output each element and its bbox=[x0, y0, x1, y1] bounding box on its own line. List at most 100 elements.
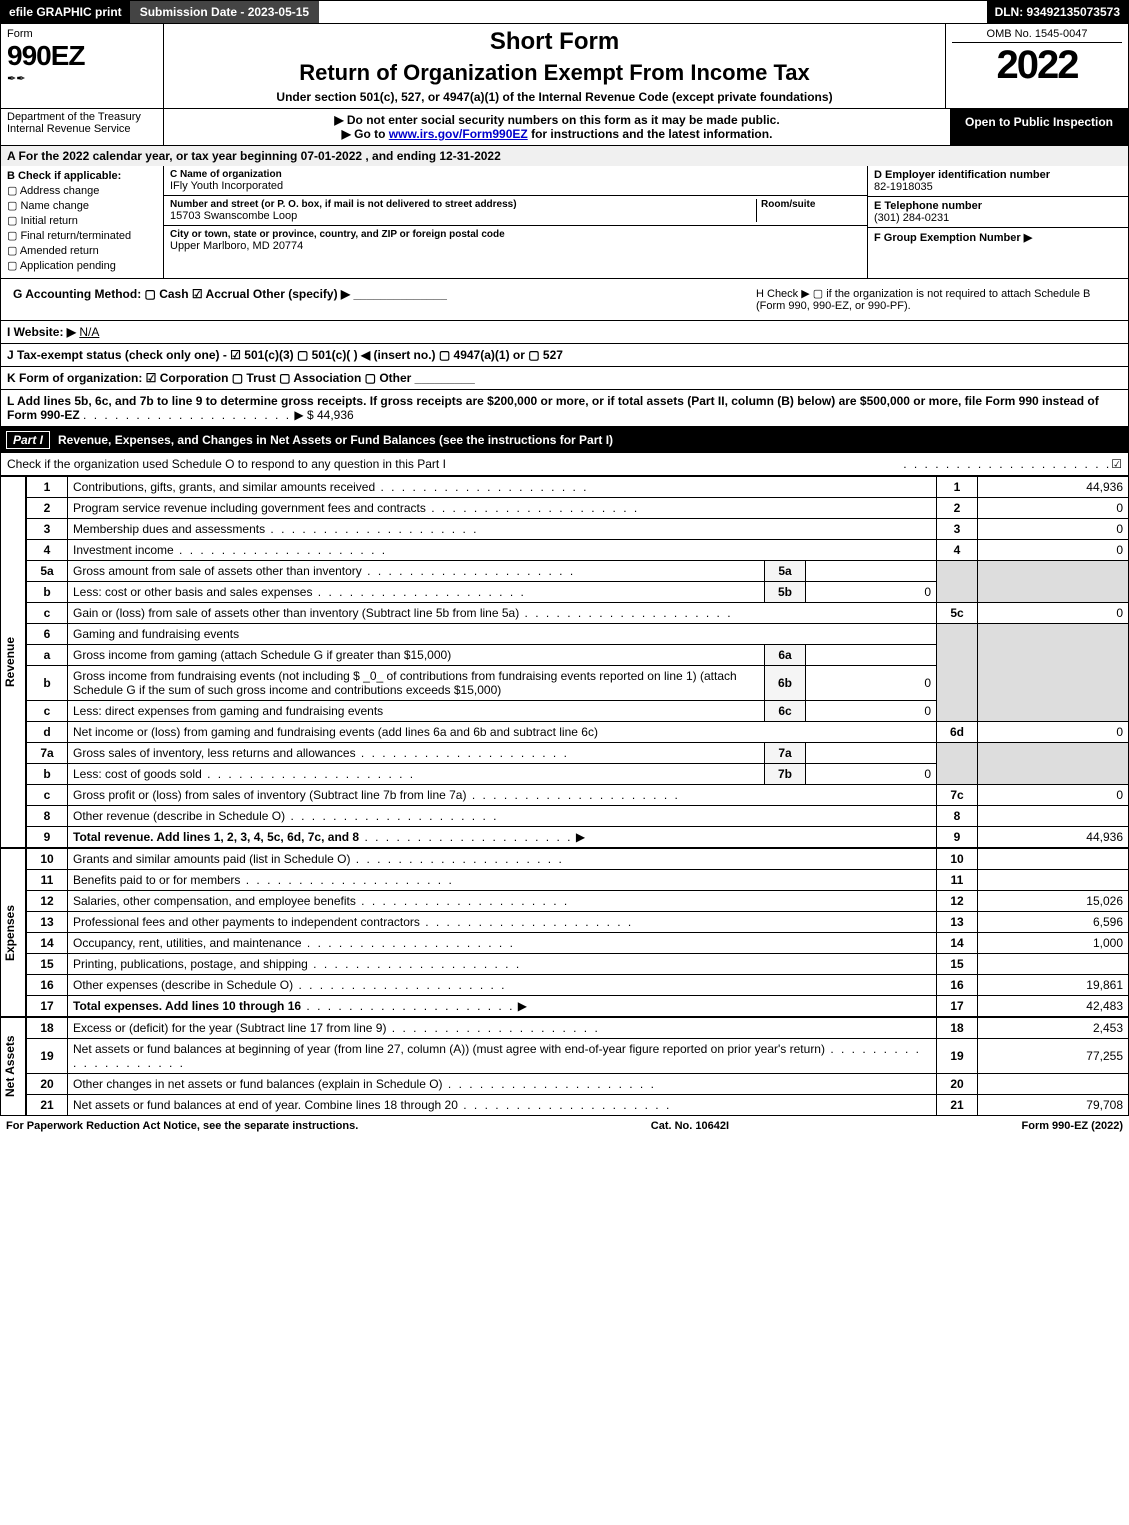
note-ssn: ▶ Do not enter social security numbers o… bbox=[168, 113, 946, 127]
c-city-box: City or town, state or province, country… bbox=[164, 226, 867, 255]
line-10: 10Grants and similar amounts paid (list … bbox=[27, 849, 1129, 870]
revenue-table: 1 Contributions, gifts, grants, and simi… bbox=[26, 476, 1129, 848]
l-value: 44,936 bbox=[317, 408, 354, 422]
expenses-section: Expenses 10Grants and similar amounts pa… bbox=[0, 848, 1129, 1017]
form-title-block: Short Form Return of Organization Exempt… bbox=[164, 24, 945, 108]
line-1: 1 Contributions, gifts, grants, and simi… bbox=[27, 477, 1129, 498]
revenue-vlabel: Revenue bbox=[1, 476, 26, 848]
dept-treasury: Department of the Treasury bbox=[7, 111, 157, 123]
line-3: 3 Membership dues and assessments 3 0 bbox=[27, 519, 1129, 540]
short-form-label: Short Form bbox=[170, 28, 939, 56]
chk-initial-return[interactable]: Initial return bbox=[7, 214, 157, 227]
row-i-website: I Website: ▶ N/A bbox=[0, 321, 1129, 344]
tax-year: 2022 bbox=[952, 43, 1122, 88]
column-c: C Name of organization IFly Youth Incorp… bbox=[164, 166, 867, 278]
line-13: 13Professional fees and other payments t… bbox=[27, 912, 1129, 933]
part-i-header: Part I Revenue, Expenses, and Changes in… bbox=[0, 427, 1129, 453]
row-a-tax-year: A For the 2022 calendar year, or tax yea… bbox=[0, 146, 1129, 166]
dln: DLN: 93492135073573 bbox=[987, 1, 1128, 23]
expenses-table: 10Grants and similar amounts paid (list … bbox=[26, 848, 1129, 1017]
part-i-subrow: Check if the organization used Schedule … bbox=[0, 453, 1129, 476]
row-j-status: J Tax-exempt status (check only one) - ☑… bbox=[0, 344, 1129, 367]
footer-left: For Paperwork Reduction Act Notice, see … bbox=[6, 1120, 358, 1132]
line-17: 17Total expenses. Add lines 10 through 1… bbox=[27, 996, 1129, 1017]
omb-number: OMB No. 1545-0047 bbox=[952, 28, 1122, 43]
irs-link[interactable]: www.irs.gov/Form990EZ bbox=[389, 127, 528, 141]
c-city-hdr: City or town, state or province, country… bbox=[170, 229, 861, 240]
line-20: 20Other changes in net assets or fund ba… bbox=[27, 1074, 1129, 1095]
row-l-gross-receipts: L Add lines 5b, 6c, and 7b to line 9 to … bbox=[0, 390, 1129, 427]
line-2: 2 Program service revenue including gove… bbox=[27, 498, 1129, 519]
chk-address-change[interactable]: Address change bbox=[7, 184, 157, 197]
open-inspection: Open to Public Inspection bbox=[950, 109, 1128, 145]
irs-label: Internal Revenue Service bbox=[7, 123, 157, 135]
form-year-block: OMB No. 1545-0047 2022 bbox=[945, 24, 1128, 108]
footer-right: Form 990-EZ (2022) bbox=[1022, 1120, 1123, 1132]
c-street-hdr: Number and street (or P. O. box, if mail… bbox=[170, 199, 756, 210]
revenue-section: Revenue 1 Contributions, gifts, grants, … bbox=[0, 476, 1129, 848]
page-footer: For Paperwork Reduction Act Notice, see … bbox=[0, 1116, 1129, 1136]
g-accounting: G Accounting Method: ▢ Cash ☑ Accrual Ot… bbox=[7, 283, 750, 316]
org-street: 15703 Swanscombe Loop bbox=[170, 210, 756, 222]
expenses-vlabel: Expenses bbox=[1, 848, 26, 1017]
f-group-box: F Group Exemption Number ▶ bbox=[868, 228, 1128, 247]
dept-block: Department of the Treasury Internal Reve… bbox=[1, 109, 164, 145]
net-assets-section: Net Assets 18Excess or (deficit) for the… bbox=[0, 1017, 1129, 1116]
part-i-sub: Check if the organization used Schedule … bbox=[7, 457, 903, 471]
chk-name-change[interactable]: Name change bbox=[7, 199, 157, 212]
c-room-hdr: Room/suite bbox=[761, 199, 861, 210]
d-ein-box: D Employer identification number 82-1918… bbox=[868, 166, 1128, 197]
line-6: 6 Gaming and fundraising events bbox=[27, 624, 1129, 645]
chk-amended-return[interactable]: Amended return bbox=[7, 244, 157, 257]
e-phone-box: E Telephone number (301) 284-0231 bbox=[868, 197, 1128, 228]
line-5c: c Gain or (loss) from sale of assets oth… bbox=[27, 603, 1129, 624]
f-hdr: F Group Exemption Number ▶ bbox=[874, 232, 1032, 244]
c-name-box: C Name of organization IFly Youth Incorp… bbox=[164, 166, 867, 196]
row-k-form-org: K Form of organization: ☑ Corporation ▢ … bbox=[0, 367, 1129, 390]
note-link: ▶ Go to www.irs.gov/Form990EZ for instru… bbox=[168, 127, 946, 141]
chk-application-pending[interactable]: Application pending bbox=[7, 259, 157, 272]
part-i-check[interactable]: ☑ bbox=[1111, 457, 1122, 471]
line-16: 16Other expenses (describe in Schedule O… bbox=[27, 975, 1129, 996]
e-hdr: E Telephone number bbox=[874, 200, 1122, 212]
line-15: 15Printing, publications, postage, and s… bbox=[27, 954, 1129, 975]
banner-row: Department of the Treasury Internal Reve… bbox=[0, 109, 1129, 146]
form-number: 990EZ bbox=[7, 40, 157, 72]
line-5a: 5a Gross amount from sale of assets othe… bbox=[27, 561, 1129, 582]
section-b-c-d: B Check if applicable: Address change Na… bbox=[0, 166, 1129, 279]
pen-icon: ✒✒ bbox=[7, 72, 157, 85]
submission-date: Submission Date - 2023-05-15 bbox=[130, 1, 319, 23]
line-21: 21Net assets or fund balances at end of … bbox=[27, 1095, 1129, 1116]
net-assets-table: 18Excess or (deficit) for the year (Subt… bbox=[26, 1017, 1129, 1116]
l-arrow: ▶ $ bbox=[294, 408, 313, 422]
c-street-box: Number and street (or P. O. box, if mail… bbox=[164, 196, 867, 226]
column-b: B Check if applicable: Address change Na… bbox=[1, 166, 164, 278]
topbar: efile GRAPHIC print Submission Date - 20… bbox=[0, 0, 1129, 24]
d-hdr: D Employer identification number bbox=[874, 169, 1122, 181]
line-14: 14Occupancy, rent, utilities, and mainte… bbox=[27, 933, 1129, 954]
form-label: Form bbox=[7, 28, 157, 40]
b-heading: B Check if applicable: bbox=[7, 170, 157, 182]
phone-value: (301) 284-0231 bbox=[874, 212, 1122, 224]
line-7c: c Gross profit or (loss) from sales of i… bbox=[27, 785, 1129, 806]
line-6d: d Net income or (loss) from gaming and f… bbox=[27, 722, 1129, 743]
chk-final-return[interactable]: Final return/terminated bbox=[7, 229, 157, 242]
efile-graphic-print[interactable]: efile GRAPHIC print bbox=[1, 1, 130, 23]
form-title: Return of Organization Exempt From Incom… bbox=[170, 60, 939, 86]
c-name-hdr: C Name of organization bbox=[170, 169, 861, 180]
row-g-h: G Accounting Method: ▢ Cash ☑ Accrual Ot… bbox=[0, 279, 1129, 321]
org-name: IFly Youth Incorporated bbox=[170, 180, 861, 192]
line-11: 11Benefits paid to or for members11 bbox=[27, 870, 1129, 891]
line-7a: 7a Gross sales of inventory, less return… bbox=[27, 743, 1129, 764]
footer-mid: Cat. No. 10642I bbox=[651, 1120, 729, 1132]
ein-value: 82-1918035 bbox=[874, 181, 1122, 193]
form-subtitle: Under section 501(c), 527, or 4947(a)(1)… bbox=[170, 90, 939, 104]
line-19: 19Net assets or fund balances at beginni… bbox=[27, 1039, 1129, 1074]
form-id-block: Form 990EZ ✒✒ bbox=[1, 24, 164, 108]
column-d-e-f: D Employer identification number 82-1918… bbox=[867, 166, 1128, 278]
i-label: I Website: ▶ bbox=[7, 325, 76, 339]
line-4: 4 Investment income 4 0 bbox=[27, 540, 1129, 561]
part-i-title: Revenue, Expenses, and Changes in Net As… bbox=[58, 433, 613, 447]
website-value: N/A bbox=[79, 325, 99, 339]
part-i-badge: Part I bbox=[6, 431, 50, 449]
